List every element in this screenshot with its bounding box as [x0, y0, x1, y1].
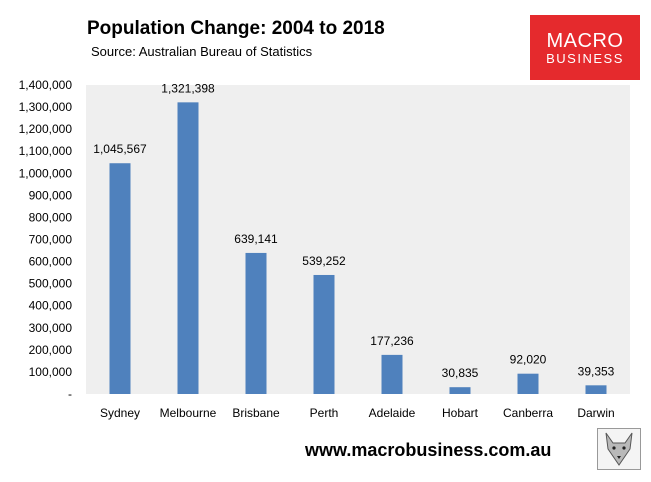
x-tick-label: Canberra: [503, 406, 553, 420]
logo-line-1: MACRO: [546, 30, 624, 52]
x-tick-label: Sydney: [100, 406, 140, 420]
y-tick-label: 1,000,000: [19, 166, 73, 180]
y-axis: - 100,000 200,000 300,000 400,000 500,000 600,…: [19, 78, 73, 401]
y-tick-label: -: [68, 387, 72, 401]
y-tick-label: 200,000: [29, 343, 73, 357]
bar: [177, 102, 199, 395]
bar: [109, 163, 131, 394]
bar: [313, 274, 335, 394]
x-tick-label: Adelaide: [369, 406, 416, 420]
x-tick-label: Melbourne: [160, 406, 217, 420]
chart-title: Population Change: 2004 to 2018: [87, 18, 385, 39]
bars: 1,045,567 1,321,398 639,141 539,252 177,236 3…: [93, 81, 615, 395]
y-tick-label: 100,000: [29, 365, 73, 379]
y-tick-label: 700,000: [29, 233, 73, 247]
chart-subtitle: Source: Australian Bureau of Statistics: [91, 44, 313, 59]
y-tick-label: 900,000: [29, 188, 73, 202]
bar: [517, 373, 539, 394]
y-tick-label: 800,000: [29, 210, 73, 224]
data-label: 1,321,398: [161, 81, 215, 95]
data-label: 539,252: [302, 254, 346, 268]
y-tick-label: 1,300,000: [19, 100, 73, 114]
plot-area: [86, 85, 630, 394]
y-tick-label: 1,400,000: [19, 78, 73, 92]
y-tick-label: 600,000: [29, 255, 73, 269]
logo-line-2: BUSINESS: [546, 51, 624, 66]
data-label: 39,353: [578, 364, 615, 378]
data-label: 92,020: [510, 353, 547, 367]
x-tick-label: Hobart: [442, 406, 479, 420]
macro-business-logo: MACRO BUSINESS: [530, 15, 640, 80]
y-tick-label: 400,000: [29, 299, 73, 313]
footer-url[interactable]: www.macrobusiness.com.au: [305, 440, 552, 460]
wolf-icon: [597, 428, 641, 470]
bar: [449, 387, 471, 394]
bar: [245, 252, 267, 394]
data-label: 177,236: [370, 334, 414, 348]
x-tick-label: Perth: [310, 406, 339, 420]
x-axis: Sydney Melbourne Brisbane Perth Adelaide Hoba…: [100, 406, 615, 420]
y-tick-label: 1,100,000: [19, 144, 73, 158]
data-label: 639,141: [234, 232, 278, 246]
x-tick-label: Brisbane: [232, 406, 280, 420]
bar: [585, 385, 607, 394]
bar: [381, 354, 403, 394]
data-label: 30,835: [442, 366, 479, 380]
y-tick-label: 1,200,000: [19, 122, 73, 136]
y-tick-label: 300,000: [29, 321, 73, 335]
x-tick-label: Darwin: [577, 406, 614, 420]
data-label: 1,045,567: [93, 142, 147, 156]
y-tick-label: 500,000: [29, 277, 73, 291]
